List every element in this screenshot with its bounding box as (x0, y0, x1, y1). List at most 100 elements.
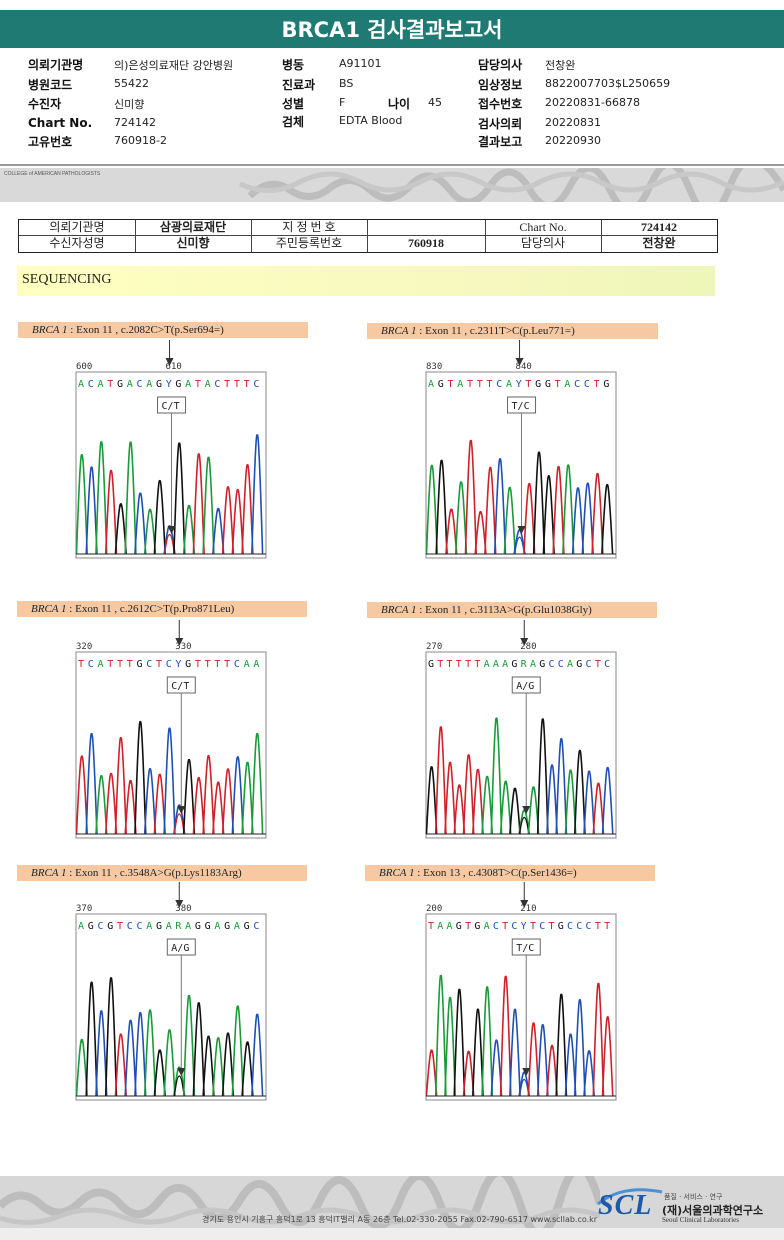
position-mark: 840 (516, 362, 532, 372)
peak (75, 454, 89, 555)
base-letter: A (78, 379, 84, 390)
peak (474, 511, 487, 555)
peak (182, 504, 196, 555)
peak (592, 982, 605, 1097)
peak (114, 503, 127, 555)
base-letter: G (136, 659, 142, 670)
base-letter: T (530, 921, 536, 932)
peak (435, 459, 448, 555)
peak (231, 488, 244, 555)
peak (573, 749, 586, 835)
footer: 경기도 용인시 기흥구 흥덕1로 13 흥덕IT밸리 A동 26층 Tel.02… (0, 1176, 784, 1228)
base-letter: A (185, 379, 191, 390)
unique-label: 고유번호 (28, 135, 73, 149)
peak (134, 720, 147, 835)
table-chart-value: 724142 (641, 220, 677, 234)
base-letter: A (564, 379, 570, 390)
base-letter: G (545, 379, 551, 390)
result-label: 결과보고 (478, 135, 523, 149)
peak (192, 453, 205, 555)
peak (552, 465, 565, 555)
peak (454, 481, 468, 555)
base-letter: A (234, 921, 240, 932)
base-letter: C (496, 379, 502, 390)
header-divider (0, 164, 784, 166)
peak (182, 994, 196, 1097)
base-letter: A (97, 659, 103, 670)
peak (231, 1005, 244, 1097)
peak (601, 1016, 614, 1097)
base-letter: Y (175, 659, 181, 670)
report-title: BRCA1 검사결과보고서 (0, 10, 784, 48)
peak (153, 479, 166, 555)
peak (581, 482, 594, 555)
base-letter: C (88, 659, 94, 670)
base-letter: A (484, 659, 490, 670)
peak (527, 1022, 540, 1097)
receipt-label: 접수번호 (478, 97, 523, 111)
scl-org-english: Seoul Clinical Laboratories (662, 1216, 739, 1224)
peak (114, 1033, 127, 1097)
peak (251, 732, 264, 835)
hospital-code-value: 55422 (114, 77, 149, 90)
base-letter: C (586, 659, 592, 670)
base-letter: A (506, 379, 512, 390)
peak (472, 768, 484, 835)
base-letter: C (88, 379, 94, 390)
peak (241, 1041, 254, 1097)
base-letter: A (214, 921, 220, 932)
dept-value: BS (339, 77, 354, 90)
request-value: 20220831 (545, 116, 601, 129)
base-letter: C (127, 921, 133, 932)
base-letter: C (146, 659, 152, 670)
base-letter: T (474, 659, 480, 670)
table-chart-label: Chart No. (519, 220, 567, 234)
base-letter: T (156, 659, 162, 670)
base-letter: T (447, 379, 453, 390)
peak (425, 464, 439, 555)
peak (462, 1050, 475, 1097)
peak (104, 469, 118, 555)
base-letter: C (539, 921, 545, 932)
chart-value: 724142 (114, 116, 156, 129)
base-letter: T (525, 379, 531, 390)
table-resident-label: 주민등록번호 (275, 236, 343, 250)
base-letter: G (156, 379, 162, 390)
base-letter: Y (166, 379, 172, 390)
ward-value: A91101 (339, 57, 382, 70)
peak (518, 1071, 531, 1097)
dept-label: 진료과 (282, 78, 316, 92)
base-letter: G (576, 659, 582, 670)
base-letter: G (474, 921, 480, 932)
base-letter: A (166, 921, 172, 932)
base-letter: T (437, 659, 443, 670)
peak (192, 777, 205, 835)
doctor-label: 담당의사 (478, 58, 523, 72)
peak (527, 786, 540, 835)
base-letter: T (447, 659, 453, 670)
peak (75, 1038, 89, 1097)
peak (536, 1024, 549, 1097)
peak (532, 451, 546, 555)
arrow-down-icon (520, 638, 529, 646)
base-letter: T (548, 921, 554, 932)
peak (562, 464, 575, 555)
peak (425, 766, 438, 835)
clinical-value: 8822007703$L250659 (545, 77, 671, 90)
base-letter: T (234, 379, 240, 390)
doctor-value: 전창완 (545, 59, 576, 72)
base-letter: G (603, 379, 609, 390)
table-institution-value: 삼광의료재단 (159, 220, 227, 234)
base-letter: C (97, 921, 103, 932)
peak (481, 986, 494, 1097)
base-letter: G (175, 379, 181, 390)
peak (143, 508, 157, 555)
base-letter: A (493, 659, 499, 670)
peak (453, 988, 466, 1097)
peak (444, 996, 456, 1097)
base-letter: G (205, 921, 211, 932)
base-letter: G (438, 379, 444, 390)
peak (241, 464, 254, 555)
